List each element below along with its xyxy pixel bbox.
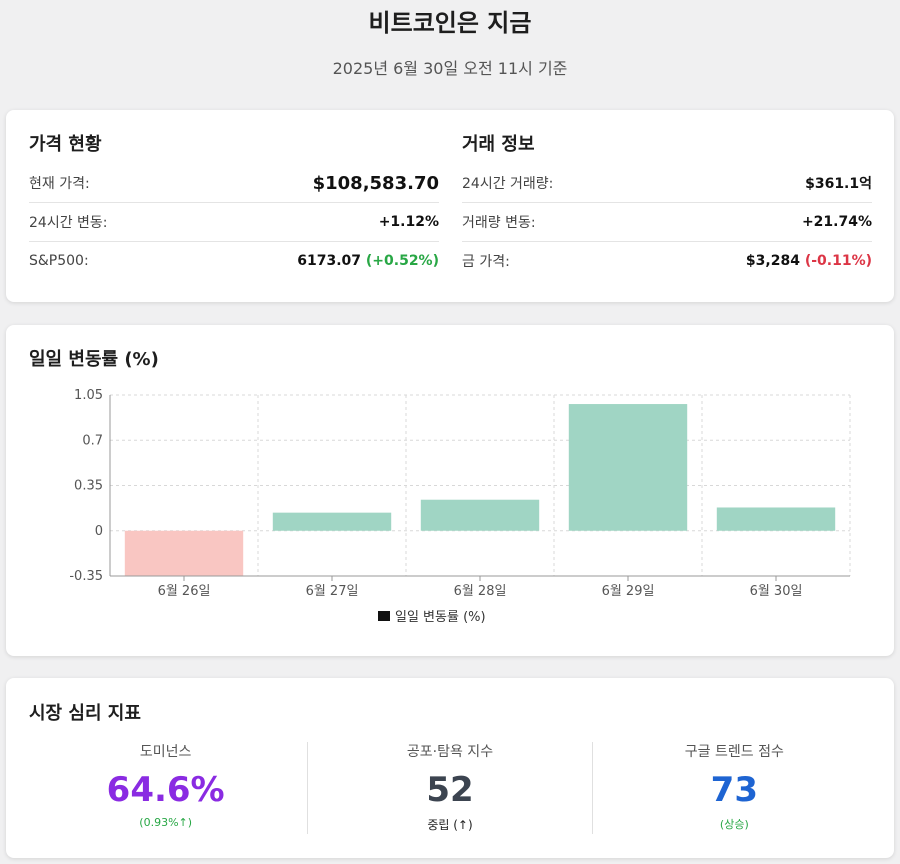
y-tick-label: 0 [95, 524, 103, 539]
volume-label: 24시간 거래량: [462, 176, 554, 192]
current-price-value: $108,583.70 [312, 172, 439, 194]
chart-title: 일일 변동률 (%) [29, 349, 159, 370]
legend-swatch [378, 611, 390, 621]
google-trends-note: (상승) [719, 818, 749, 831]
gold-value: $3,284 [745, 253, 800, 269]
fear-greed-value: 52 [426, 770, 474, 810]
x-tick-label: 6월 29일 [602, 584, 655, 599]
page-title: 비트코인은 지금 [368, 9, 532, 37]
sentiment-grid: 도미넌스 64.6% (0.93%↑) 공포·탐욕 지수 52 중립 (↑) 구… [24, 742, 876, 834]
dominance-metric: 도미넌스 64.6% (0.93%↑) [24, 742, 309, 834]
bar [568, 404, 688, 531]
info-card: 가격 현황 현재 가격: $108,583.70 24시간 변동: +1.12%… [6, 110, 894, 302]
change-24h-value: +1.12% [378, 214, 439, 230]
gold-label: 금 가격: [462, 254, 510, 270]
dominance-label: 도미넌스 [139, 744, 192, 760]
page-header: 비트코인은 지금 2025년 6월 30일 오전 11시 기준 [0, 0, 900, 80]
price-section-title: 가격 현황 [29, 134, 102, 155]
google-trends-label: 구글 트렌드 점수 [684, 744, 784, 760]
trade-row-gold: 금 가격: $3,284 (-0.11%) [462, 242, 872, 280]
price-section: 가격 현황 현재 가격: $108,583.70 24시간 변동: +1.12%… [29, 110, 439, 280]
gold-change: (-0.11%) [804, 253, 872, 269]
bar [124, 530, 244, 576]
bar [716, 507, 836, 531]
fear-greed-label: 공포·탐욕 지수 [406, 744, 494, 760]
current-price-label: 현재 가격: [29, 176, 90, 192]
volume-change-label: 거래량 변동: [462, 215, 536, 231]
x-tick-label: 6월 28일 [454, 584, 507, 599]
sp500-change: (+0.52%) [365, 253, 439, 269]
volume-change-value: +21.74% [801, 214, 872, 230]
dominance-note: (0.93%↑) [139, 816, 193, 829]
trade-section-title: 거래 정보 [462, 134, 535, 155]
bar [272, 512, 392, 531]
daily-change-chart: 1.05 0.7 0.35 0 -0.35 6월 26일 6월 27일 6월 28일 6월 29… [69, 388, 851, 625]
google-trends-metric: 구글 트렌드 점수 73 (상승) [593, 742, 876, 834]
gold-value-group: $3,284 (-0.11%) [746, 253, 872, 269]
y-tick-label: -0.35 [69, 569, 103, 584]
price-row-current: 현재 가격: $108,583.70 [29, 164, 439, 203]
bar [420, 499, 540, 531]
x-tick-label: 6월 27일 [306, 584, 359, 599]
sp500-value: 6173.07 [297, 253, 362, 269]
fear-greed-note: 중립 (↑) [427, 818, 473, 832]
fear-greed-metric: 공포·탐욕 지수 52 중립 (↑) [308, 742, 593, 834]
price-row-sp500: S&P500: 6173.07 (+0.52%) [29, 242, 439, 280]
trade-row-volume-change: 거래량 변동: +21.74% [462, 203, 872, 242]
change-24h-label: 24시간 변동: [29, 215, 108, 231]
google-trends-value: 73 [710, 770, 758, 810]
sp500-label: S&P500: [29, 253, 89, 269]
volume-value: $361.1억 [805, 176, 872, 192]
x-tick-label: 6월 26일 [158, 584, 211, 599]
dominance-value: 64.6% [106, 770, 225, 810]
sentiment-title: 시장 심리 지표 [29, 703, 141, 724]
sentiment-card: 시장 심리 지표 도미넌스 64.6% (0.93%↑) 공포·탐욕 지수 52… [6, 678, 894, 858]
page-subtitle: 2025년 6월 30일 오전 11시 기준 [332, 59, 568, 78]
sp500-value-group: 6173.07 (+0.52%) [297, 253, 439, 269]
price-row-change: 24시간 변동: +1.12% [29, 203, 439, 242]
y-tick-label: 0.35 [74, 479, 103, 494]
legend-label: 일일 변동률 (%) [395, 610, 486, 625]
trade-section: 거래 정보 24시간 거래량: $361.1억 거래량 변동: +21.74% … [462, 110, 872, 280]
trade-row-volume: 24시간 거래량: $361.1억 [462, 164, 872, 203]
y-tick-label: 1.05 [74, 388, 103, 403]
x-tick-label: 6월 30일 [750, 584, 803, 599]
y-tick-label: 0.7 [82, 433, 103, 448]
chart-card: 일일 변동률 (%) 1.05 0.7 0.35 0 -0.35 6월 26일 6월 27일… [6, 325, 894, 656]
